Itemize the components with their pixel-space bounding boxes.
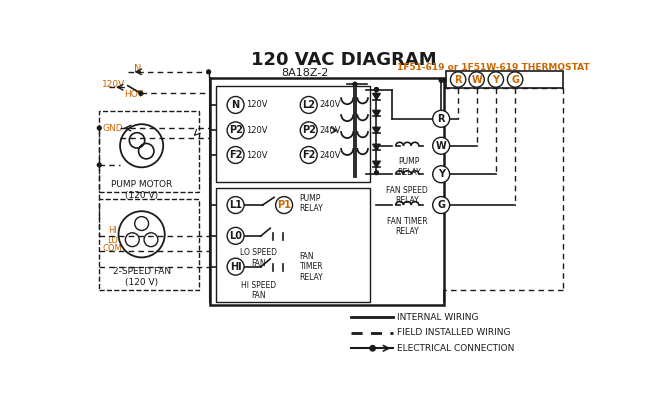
Polygon shape xyxy=(373,161,381,167)
Circle shape xyxy=(275,197,293,214)
Text: LO: LO xyxy=(107,236,118,245)
Circle shape xyxy=(433,110,450,127)
Text: R: R xyxy=(438,114,445,124)
Circle shape xyxy=(353,82,357,86)
Text: COM: COM xyxy=(103,244,122,253)
Text: FAN SPEED
RELAY: FAN SPEED RELAY xyxy=(387,186,428,205)
Text: L1: L1 xyxy=(229,200,242,210)
Circle shape xyxy=(227,197,244,214)
Text: L2: L2 xyxy=(302,100,315,110)
Text: 1F51-619 or 1F51W-619 THERMOSTAT: 1F51-619 or 1F51W-619 THERMOSTAT xyxy=(397,64,590,72)
Text: 240V: 240V xyxy=(320,150,341,160)
Text: P2: P2 xyxy=(228,125,243,135)
Text: G: G xyxy=(511,75,519,85)
Circle shape xyxy=(375,88,379,91)
Circle shape xyxy=(469,72,484,87)
Circle shape xyxy=(370,346,375,351)
Text: 240V: 240V xyxy=(320,101,341,109)
Text: HI: HI xyxy=(108,226,117,235)
Text: GND: GND xyxy=(103,124,123,132)
Circle shape xyxy=(97,126,101,130)
Circle shape xyxy=(227,228,244,244)
Circle shape xyxy=(227,147,244,163)
Circle shape xyxy=(450,72,466,87)
Circle shape xyxy=(300,96,317,114)
Text: 240V: 240V xyxy=(320,126,341,135)
Text: 120V: 120V xyxy=(103,80,125,89)
Circle shape xyxy=(97,163,101,167)
Circle shape xyxy=(227,96,244,114)
Text: G: G xyxy=(437,200,445,210)
Circle shape xyxy=(507,72,523,87)
Circle shape xyxy=(227,258,244,275)
Text: HI SPEED
FAN: HI SPEED FAN xyxy=(241,280,276,300)
Circle shape xyxy=(300,147,317,163)
Circle shape xyxy=(375,88,379,91)
Text: F2: F2 xyxy=(302,150,316,160)
Circle shape xyxy=(300,122,317,139)
Circle shape xyxy=(375,171,379,175)
Text: Y: Y xyxy=(438,169,445,179)
Text: P2: P2 xyxy=(302,125,316,135)
Text: PUMP
RELAY: PUMP RELAY xyxy=(397,157,421,177)
Text: 120V: 120V xyxy=(247,101,268,109)
Circle shape xyxy=(488,72,504,87)
Text: L0: L0 xyxy=(229,231,242,241)
Circle shape xyxy=(442,78,446,82)
Text: W: W xyxy=(436,141,446,151)
Circle shape xyxy=(227,122,244,139)
Text: N: N xyxy=(134,64,141,74)
Polygon shape xyxy=(373,110,381,116)
Circle shape xyxy=(433,166,450,183)
Text: Y: Y xyxy=(492,75,499,85)
Text: PUMP
RELAY: PUMP RELAY xyxy=(299,194,323,213)
Text: FAN TIMER
RELAY: FAN TIMER RELAY xyxy=(387,217,427,236)
Polygon shape xyxy=(373,127,381,133)
Text: 120V: 120V xyxy=(247,150,268,160)
Text: PUMP MOTOR
(120 V): PUMP MOTOR (120 V) xyxy=(111,181,172,200)
Text: 120V: 120V xyxy=(247,126,268,135)
Text: 120 VAC DIAGRAM: 120 VAC DIAGRAM xyxy=(251,51,436,69)
Circle shape xyxy=(207,70,210,74)
Circle shape xyxy=(440,78,443,82)
Circle shape xyxy=(433,137,450,154)
Text: W: W xyxy=(471,75,482,85)
Text: LO SPEED
FAN: LO SPEED FAN xyxy=(240,248,277,268)
Polygon shape xyxy=(373,144,381,150)
Text: 8A18Z-2: 8A18Z-2 xyxy=(281,67,328,78)
Text: ELECTRICAL CONNECTION: ELECTRICAL CONNECTION xyxy=(397,344,515,353)
Text: HOT: HOT xyxy=(125,90,143,98)
Circle shape xyxy=(139,91,143,96)
Text: FAN
TIMER
RELAY: FAN TIMER RELAY xyxy=(299,252,323,282)
Text: HI: HI xyxy=(230,261,241,272)
Circle shape xyxy=(433,197,450,214)
Polygon shape xyxy=(373,93,381,100)
Text: F2: F2 xyxy=(229,150,243,160)
Text: INTERNAL WIRING: INTERNAL WIRING xyxy=(397,313,479,322)
Text: N: N xyxy=(232,100,240,110)
Text: FIELD INSTALLED WIRING: FIELD INSTALLED WIRING xyxy=(397,328,511,337)
Text: R: R xyxy=(454,75,462,85)
Text: 2-SPEED FAN
(120 V): 2-SPEED FAN (120 V) xyxy=(113,267,171,287)
Text: P1: P1 xyxy=(277,200,291,210)
